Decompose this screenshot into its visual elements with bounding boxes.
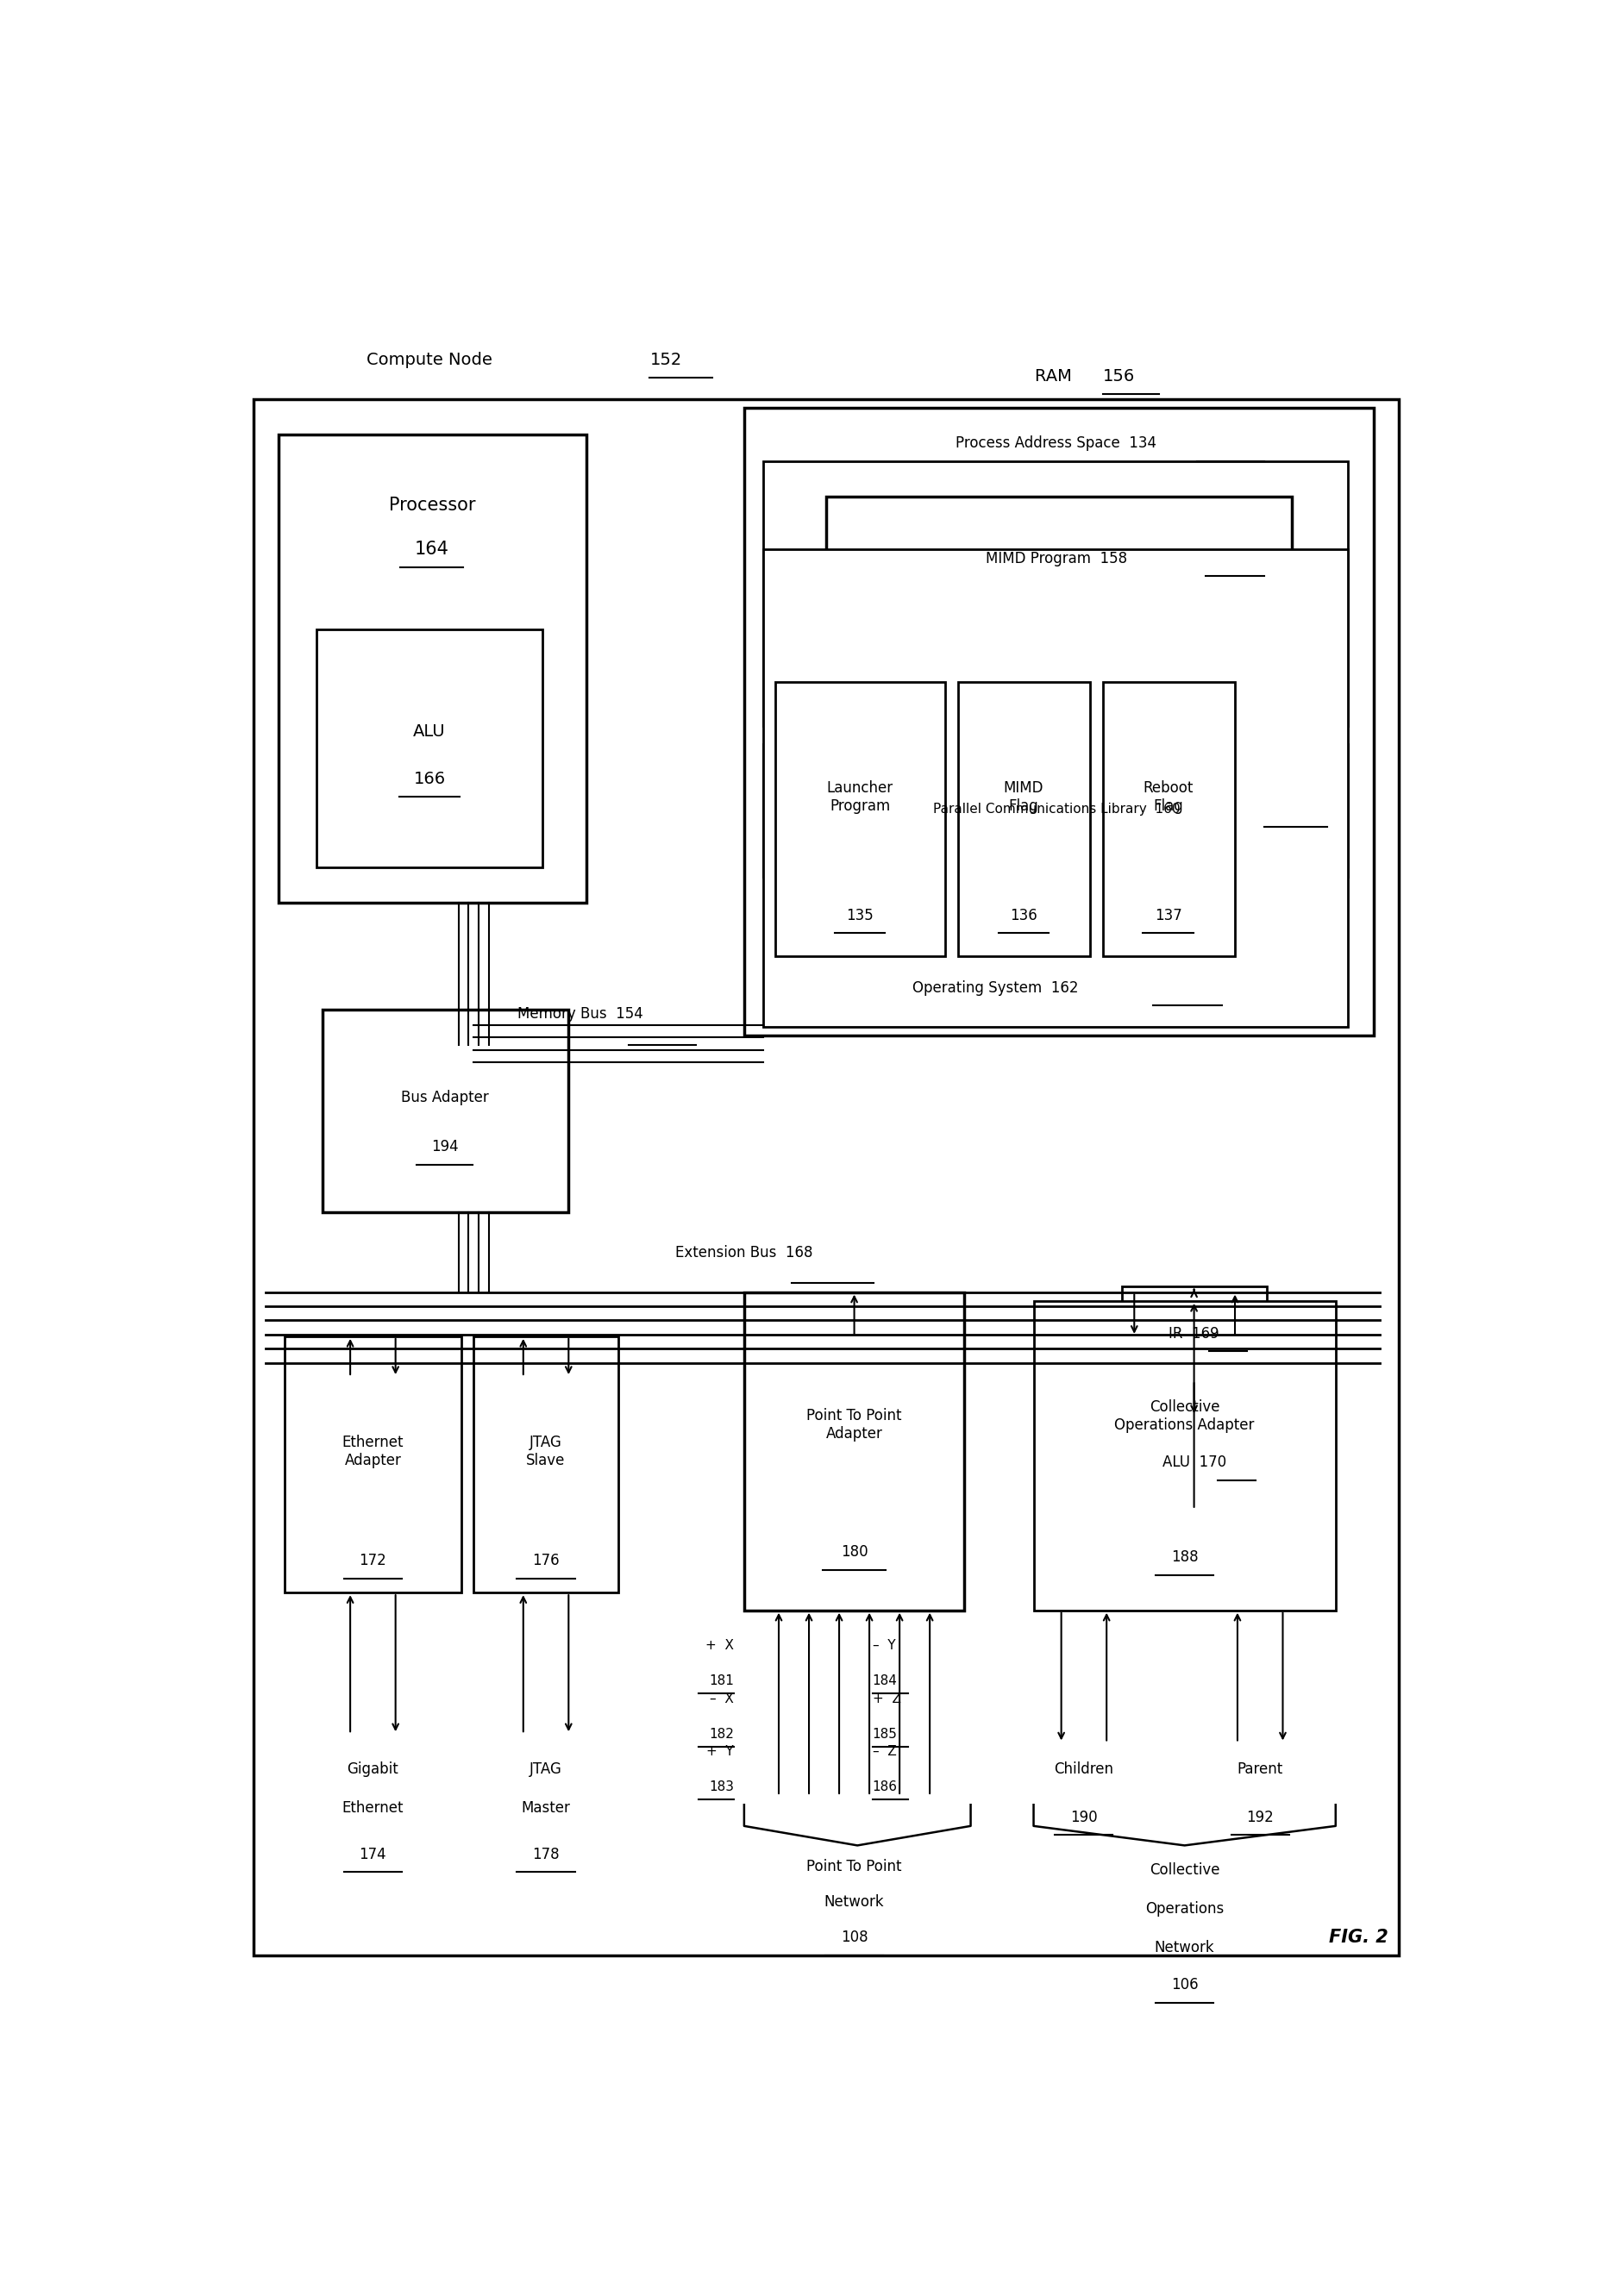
Text: 182: 182 [709,1727,734,1740]
Bar [743,409,1373,1035]
Text: +  Y: + Y [706,1745,734,1759]
Text: Operating System  162: Operating System 162 [912,980,1078,996]
Text: JTAG
Slave: JTAG Slave [526,1435,565,1467]
Text: Parallel Communications Library  160: Parallel Communications Library 160 [932,804,1180,815]
Text: Point To Point: Point To Point [807,1860,901,1874]
Text: Gigabit: Gigabit [347,1761,398,1777]
Text: 136: 136 [1010,907,1037,923]
Text: ALU: ALU [414,723,445,739]
Text: 172: 172 [359,1552,386,1568]
Text: 181: 181 [709,1674,734,1688]
Text: 178: 178 [532,1846,560,1862]
Bar [1102,682,1233,955]
Bar [763,744,1347,877]
Bar [763,549,1347,1026]
Bar [1121,1417,1266,1508]
Text: 185: 185 [872,1727,898,1740]
Text: ALU  170: ALU 170 [1162,1456,1225,1469]
Text: Memory Bus  154: Memory Bus 154 [518,1006,643,1022]
Text: JTAG: JTAG [529,1761,562,1777]
Text: 176: 176 [532,1552,560,1568]
Text: 135: 135 [846,907,873,923]
Text: Bus Adapter: Bus Adapter [401,1091,489,1104]
Text: Children: Children [1053,1761,1113,1777]
Text: Point To Point
Adapter: Point To Point Adapter [807,1407,901,1442]
Bar [776,682,945,955]
Bar [323,1010,568,1212]
Text: 164: 164 [414,542,450,558]
Text: Operations: Operations [1144,1901,1224,1917]
Text: Processor: Processor [388,496,476,514]
Text: RAM: RAM [1034,367,1083,383]
Text: –  Z: – Z [872,1745,896,1759]
Text: 137: 137 [1154,907,1182,923]
Text: Parent: Parent [1237,1761,1282,1777]
Text: Network: Network [1154,1940,1214,1956]
Text: 166: 166 [414,771,445,788]
Text: MIMD
Flag: MIMD Flag [1003,781,1044,813]
Text: Reboot
Flag: Reboot Flag [1143,781,1193,813]
Bar [1121,1286,1266,1380]
Text: 183: 183 [709,1782,734,1793]
Bar [763,461,1347,726]
Text: +  Z: + Z [872,1692,901,1706]
Text: Ethernet
Adapter: Ethernet Adapter [342,1435,404,1467]
Bar [743,1293,964,1609]
Text: 190: 190 [1070,1809,1097,1825]
Text: –  X: – X [709,1692,734,1706]
Bar [958,682,1089,955]
Bar [1034,1302,1336,1609]
Bar [284,1336,461,1593]
Text: Collective
Operations Adapter: Collective Operations Adapter [1113,1398,1255,1433]
Bar [316,629,542,868]
Text: +  X: + X [706,1639,734,1653]
Bar [826,496,1290,629]
Text: 156: 156 [1102,367,1134,383]
Text: MIMD Program  158: MIMD Program 158 [985,551,1126,567]
Text: Network: Network [824,1894,885,1910]
Text: 188: 188 [1170,1550,1198,1566]
Text: Launcher
Program: Launcher Program [826,781,893,813]
Text: Extension Bus  168: Extension Bus 168 [675,1244,813,1261]
Bar [253,400,1397,1956]
Text: 186: 186 [872,1782,898,1793]
Text: Collective: Collective [1149,1862,1219,1878]
Text: 174: 174 [359,1846,386,1862]
Text: IR  169: IR 169 [1169,1325,1219,1341]
Text: Ethernet: Ethernet [342,1800,404,1816]
Bar [279,434,586,902]
Text: 194: 194 [430,1139,458,1155]
Text: Master: Master [521,1800,570,1816]
Text: 180: 180 [841,1545,867,1559]
Text: 152: 152 [649,351,682,370]
Text: FIG. 2: FIG. 2 [1328,1929,1388,1947]
Text: 108: 108 [841,1929,867,1945]
Text: 192: 192 [1246,1809,1272,1825]
Text: Process Address Space  134: Process Address Space 134 [956,436,1156,452]
Text: –  Y: – Y [872,1639,894,1653]
Text: 106: 106 [1170,1977,1198,1993]
Text: Compute Node: Compute Node [367,351,503,370]
Bar [474,1336,618,1593]
Text: 184: 184 [872,1674,898,1688]
